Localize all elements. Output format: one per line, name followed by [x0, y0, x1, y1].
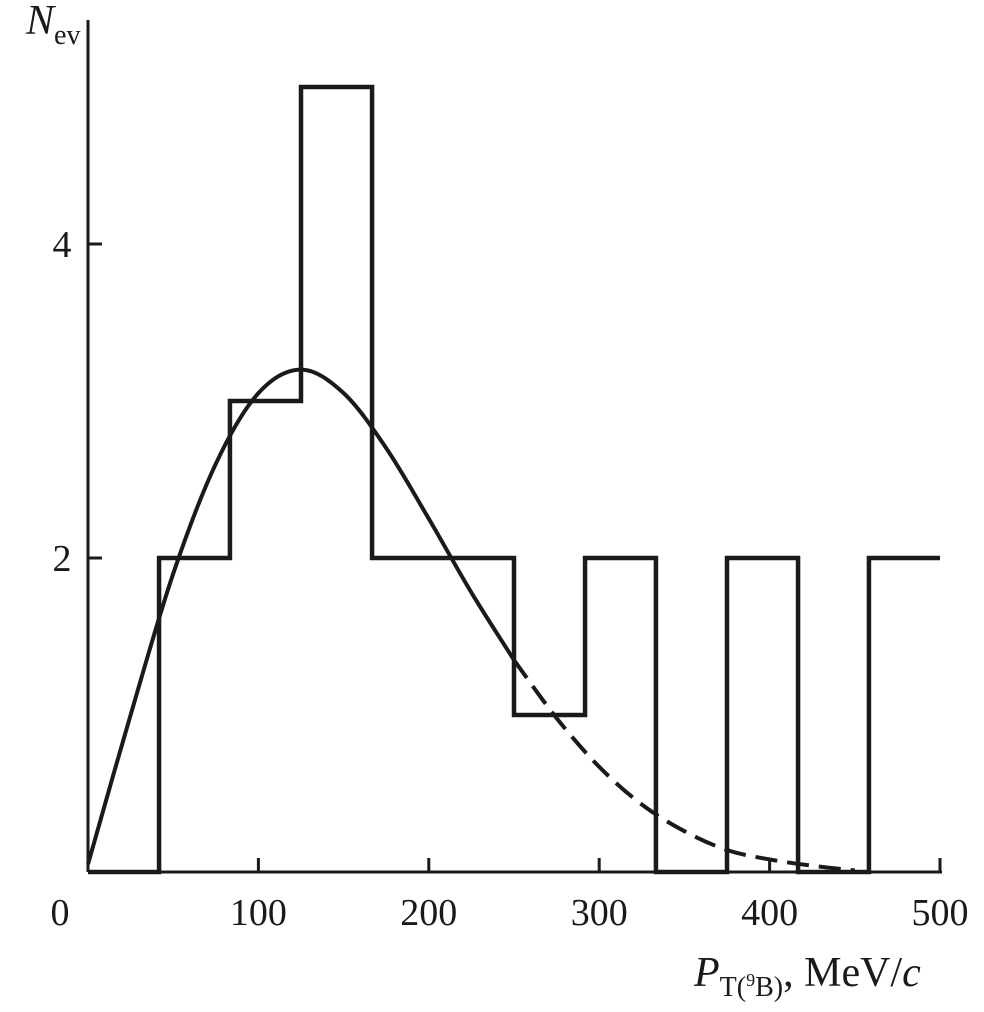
x-axis-unit: , MeV/	[783, 950, 902, 996]
x-tick-label: 100	[230, 892, 287, 934]
x-tick-label: 300	[571, 892, 628, 934]
x-tick-labels: 0 100 200 300 400 500	[51, 892, 969, 934]
x-tick-label: 0	[51, 892, 70, 934]
x-axis-unit-c: c	[902, 950, 921, 996]
x-axis-sub-open: (	[737, 972, 746, 1003]
y-tick-labels: 24	[53, 224, 72, 580]
fit-curve-dashed	[512, 658, 856, 873]
x-axis-sub-elem: B	[755, 972, 774, 1003]
y-ticks	[88, 242, 102, 560]
x-axis-sub-t: T	[720, 972, 737, 1003]
y-tick-label: 4	[53, 224, 72, 266]
x-tick-label: 500	[912, 892, 969, 934]
x-ticks	[256, 858, 942, 872]
fit-curve-solid	[86, 367, 516, 865]
x-axis-sub-close: )	[774, 972, 783, 1003]
x-axis-title: PT(9B), MeV/c	[693, 950, 921, 1003]
x-axis-sub-sup: 9	[746, 970, 755, 990]
y-axis-title: Nev	[25, 0, 80, 51]
x-tick-label: 200	[400, 892, 457, 934]
y-axis-symbol: N	[25, 0, 56, 44]
y-axis-subscript: ev	[54, 20, 80, 51]
y-tick-label: 2	[53, 538, 72, 580]
histogram-outline	[88, 84, 940, 875]
x-axis-symbol: P	[693, 950, 720, 996]
x-tick-label: 400	[741, 892, 798, 934]
